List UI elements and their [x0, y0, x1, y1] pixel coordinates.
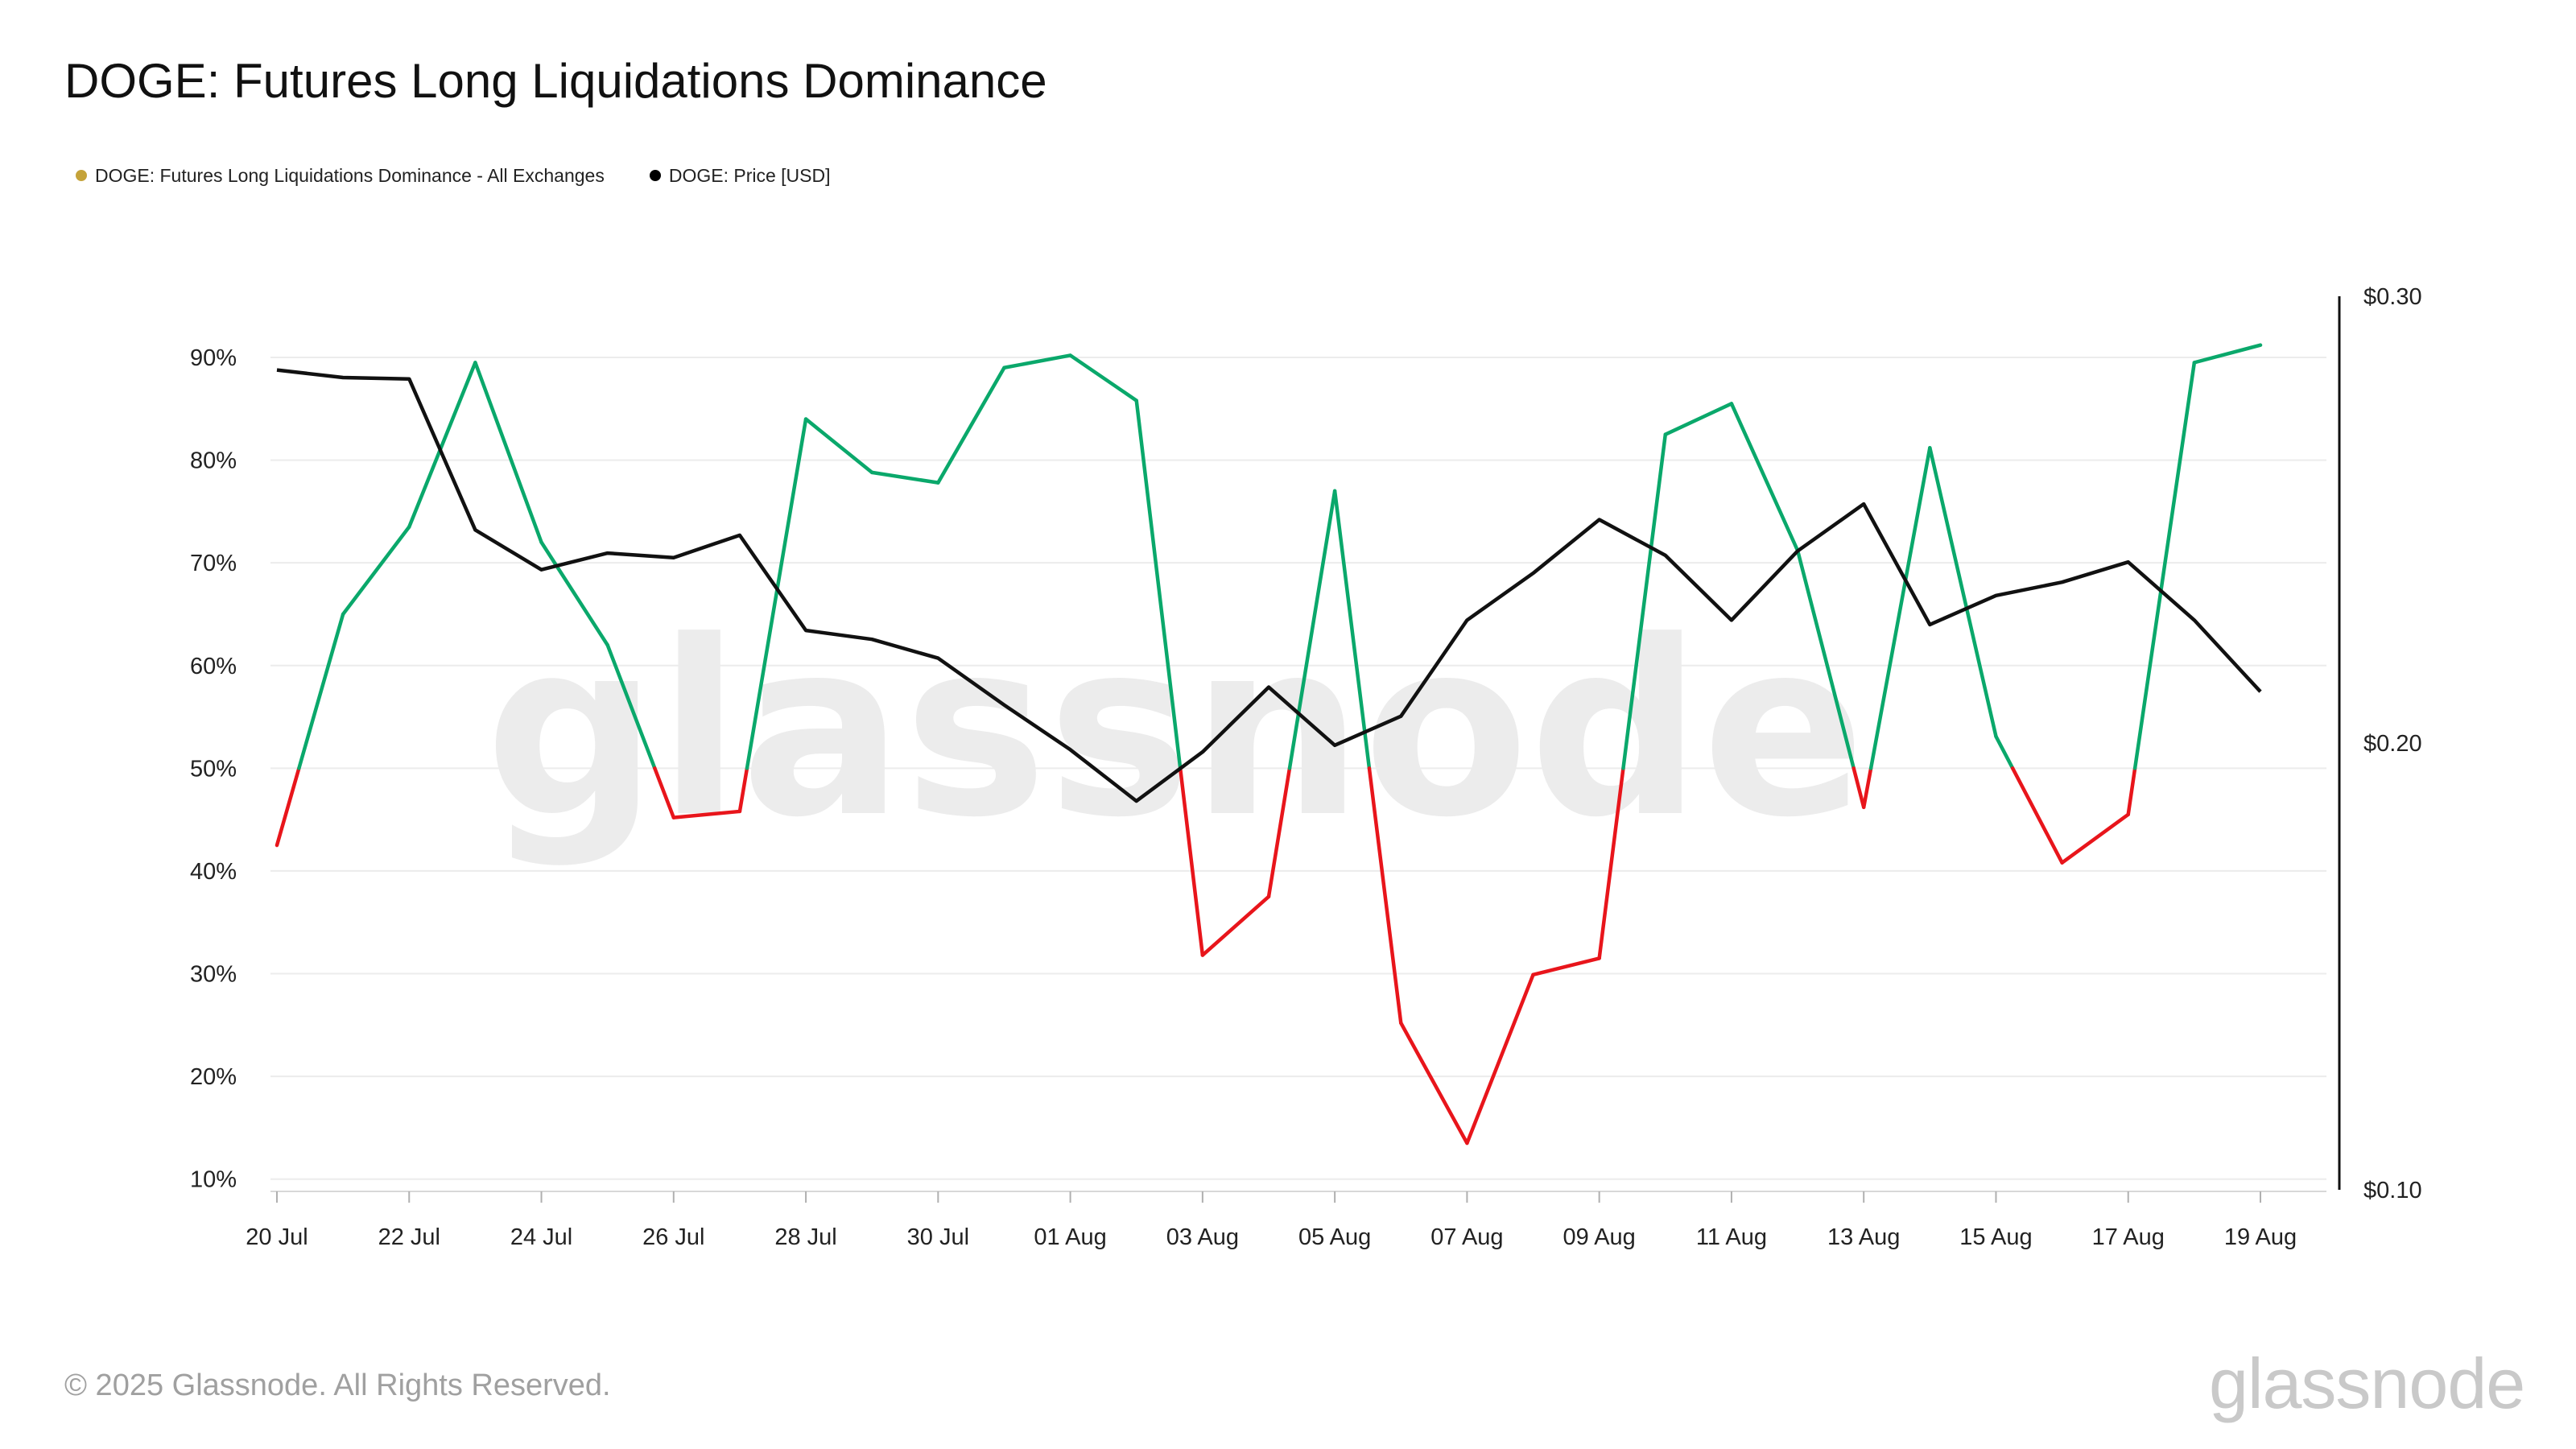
gridlines: [270, 357, 2326, 1180]
legend-label-dominance: DOGE: Futures Long Liquidations Dominanc…: [95, 164, 605, 186]
dominance-line-segment: [1531, 956, 1601, 977]
y-left-tick-label: 80%: [190, 448, 237, 474]
x-tick-label: 15 Aug: [1959, 1224, 2032, 1250]
dominance-line-segment: [1266, 766, 1292, 899]
dominance-line-segment: [1399, 1021, 1469, 1146]
y-left-tick-label: 90%: [190, 345, 237, 371]
dominance-line-segment: [605, 642, 657, 770]
legend-label-price: DOGE: Price [USD]: [668, 164, 831, 186]
x-tick-label: 26 Jul: [642, 1224, 704, 1250]
dominance-line-segment: [745, 417, 808, 770]
y-left-tick-label: 50%: [190, 756, 237, 782]
x-tick-label: 09 Aug: [1563, 1224, 1636, 1250]
x-tick-label: 28 Jul: [774, 1224, 836, 1250]
x-tick-label: 17 Aug: [2092, 1224, 2165, 1250]
dominance-line-segment: [407, 361, 477, 529]
x-tick-label: 11 Aug: [1696, 1224, 1767, 1250]
legend-item-price[interactable]: DOGE: Price [USD]: [649, 164, 831, 187]
x-tick-label: 20 Jul: [246, 1224, 308, 1250]
dominance-line-segment: [671, 809, 742, 819]
y-left-tick-label: 60%: [190, 654, 237, 679]
dominance-line-segment: [1621, 432, 1668, 770]
dominance-line-segment: [737, 766, 749, 814]
dominance-line-segment: [539, 540, 609, 647]
x-tick-label: 22 Jul: [378, 1224, 440, 1250]
dominance-line-segment: [1852, 766, 1866, 810]
dominance-line-segment: [1994, 734, 2015, 770]
dominance-line-segment: [2126, 766, 2137, 817]
dominance-line-segment: [1287, 489, 1337, 770]
dominance-line-segment: [1178, 766, 1205, 957]
dominance-line-segment: [2010, 766, 2064, 865]
y-right-tick-label: $0.20: [2363, 731, 2422, 757]
legend-dot-price: [649, 170, 661, 181]
y-right-tick-label: $0.30: [2363, 284, 2422, 310]
dominance-line-segment: [275, 766, 301, 848]
dominance-line-segment: [1868, 446, 1932, 770]
dominance-line-segment: [2192, 343, 2263, 365]
dominance-line-segment: [1200, 894, 1271, 957]
dominance-line-segment: [1068, 353, 1138, 402]
dominance-line-segment: [1861, 766, 1873, 810]
dominance-line-segment: [869, 470, 940, 485]
copyright-footer: © 2025 Glassnode. All Rights Reserved.: [64, 1368, 611, 1402]
dominance-line-segment: [936, 365, 1006, 485]
price-line: [276, 368, 2262, 803]
legend: DOGE: Futures Long Liquidations Dominanc…: [76, 161, 876, 190]
dominance-line-segment: [1928, 446, 1998, 739]
axes: 10% 20% 30% 40% 50% 60% 70% 80% 90% 20 Jul 22 Jul 2…: [190, 284, 2422, 1250]
legend-dot-dominance: [76, 170, 87, 181]
dominance-line-segment: [1795, 548, 1856, 770]
dominance-line-segment: [297, 612, 345, 770]
dominance-line-segment: [1134, 398, 1183, 770]
dominance-line-segment: [341, 525, 411, 617]
x-tick-label: 07 Aug: [1430, 1224, 1503, 1250]
dominance-line-segment: [2060, 812, 2130, 865]
y-left-tick-label: 10%: [190, 1167, 237, 1193]
chart-title: DOGE: Futures Long Liquidations Dominanc…: [64, 54, 1047, 108]
y-left-tick-label: 20%: [190, 1064, 237, 1090]
dominance-line-segment: [1729, 402, 1800, 553]
dominance-line-segment: [473, 361, 543, 544]
dominance-line-segment: [653, 766, 676, 819]
dominance-line-segment: [1367, 766, 1403, 1026]
y-left-tick-label: 70%: [190, 551, 237, 576]
dominance-line-segment: [803, 417, 874, 475]
dominance-line-segment: [1465, 972, 1535, 1146]
dominance-line-segment: [2132, 361, 2197, 770]
y-left-tick-label: 40%: [190, 859, 237, 885]
series-lines: [275, 343, 2263, 1146]
x-tick-label: 24 Jul: [510, 1224, 572, 1250]
dominance-line-segment: [1663, 402, 1734, 436]
x-tick-label: 13 Aug: [1827, 1224, 1900, 1250]
dominance-line-segment: [1332, 489, 1372, 770]
x-tick-label: 19 Aug: [2224, 1224, 2297, 1250]
dominance-line-segment: [1002, 353, 1072, 370]
legend-item-dominance[interactable]: DOGE: Futures Long Liquidations Dominanc…: [76, 165, 605, 187]
x-tick-label: 01 Aug: [1034, 1224, 1106, 1250]
y-left-tick-label: 30%: [190, 962, 237, 988]
x-tick-label: 05 Aug: [1298, 1224, 1371, 1250]
x-tick-label: 03 Aug: [1166, 1224, 1239, 1250]
x-tick-label: 30 Jul: [907, 1224, 969, 1250]
y-right-tick-label: $0.10: [2363, 1178, 2422, 1203]
glassnode-logo: glassnode: [2209, 1344, 2525, 1423]
dominance-line-segment: [1597, 766, 1625, 960]
